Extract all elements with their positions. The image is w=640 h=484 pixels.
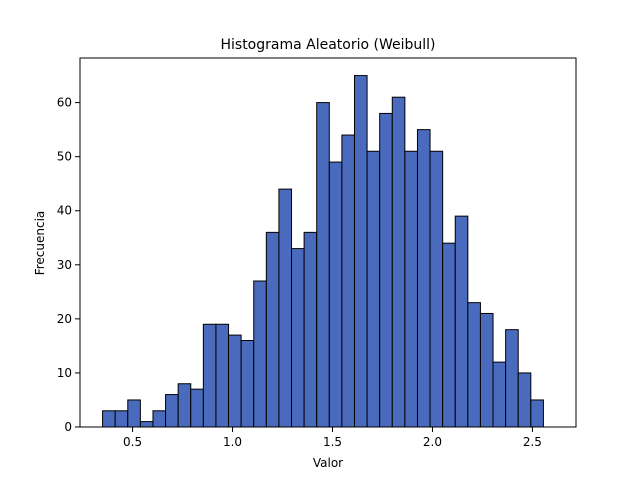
chart-title: Histograma Aleatorio (Weibull) (220, 37, 435, 53)
y-axis-label: Frecuencia (33, 211, 47, 276)
histogram-bar (278, 188, 293, 428)
histogram-bar (316, 102, 330, 428)
x-tick-label: 2.0 (423, 435, 442, 449)
histogram-bar (479, 312, 494, 428)
histogram-bar (442, 242, 456, 428)
histogram-bar (341, 134, 355, 428)
histogram-bar (353, 75, 368, 428)
y-tick-label: 60 (57, 96, 72, 110)
histogram-bar (416, 129, 431, 428)
histogram-bar (492, 361, 507, 428)
histogram-bar (202, 323, 217, 428)
y-tick-label: 50 (57, 150, 72, 164)
histogram-bar (139, 421, 154, 428)
histogram-bar (102, 410, 116, 428)
histogram-bar (454, 215, 469, 428)
histogram-bar (127, 399, 141, 428)
plot-frame (79, 57, 577, 428)
y-tick-label: 10 (57, 366, 72, 380)
histogram-bar (190, 388, 204, 428)
histogram-bar (467, 302, 481, 428)
histogram-bar (152, 410, 167, 428)
x-axis-ticks: 0.5 1.0 1.5 2.0 2.5 (123, 427, 542, 449)
histogram-bar (505, 329, 519, 428)
y-tick-label: 20 (57, 312, 72, 326)
histogram-bar (291, 248, 305, 428)
x-tick-label: 1.5 (323, 435, 342, 449)
histogram-bar (379, 112, 393, 428)
histogram-bar (404, 150, 418, 428)
histogram-bar (391, 96, 406, 428)
histogram-bar (303, 231, 318, 428)
histogram-bar (177, 383, 192, 428)
histogram-bar (253, 280, 267, 428)
histogram-bar (215, 323, 230, 428)
bars-layer (102, 75, 544, 428)
histogram-bar (165, 394, 179, 428)
x-tick-label: 0.5 (123, 435, 142, 449)
histogram-bar (265, 231, 280, 428)
histogram-bar (429, 150, 444, 428)
y-axis-ticks: 0 10 20 30 40 50 60 (57, 96, 80, 434)
histogram-bar (114, 410, 129, 428)
histogram-bar (328, 161, 343, 428)
x-tick-label: 2.5 (523, 435, 542, 449)
histogram-bar (530, 399, 544, 428)
y-tick-label: 0 (64, 420, 72, 434)
histogram-bar (228, 334, 242, 428)
y-tick-label: 40 (57, 204, 72, 218)
histogram-bar (366, 150, 381, 428)
histogram-bar (517, 372, 532, 428)
x-tick-label: 1.0 (223, 435, 242, 449)
histogram-bar (240, 339, 255, 428)
y-tick-label: 30 (57, 258, 72, 272)
x-axis-label: Valor (313, 456, 343, 470)
